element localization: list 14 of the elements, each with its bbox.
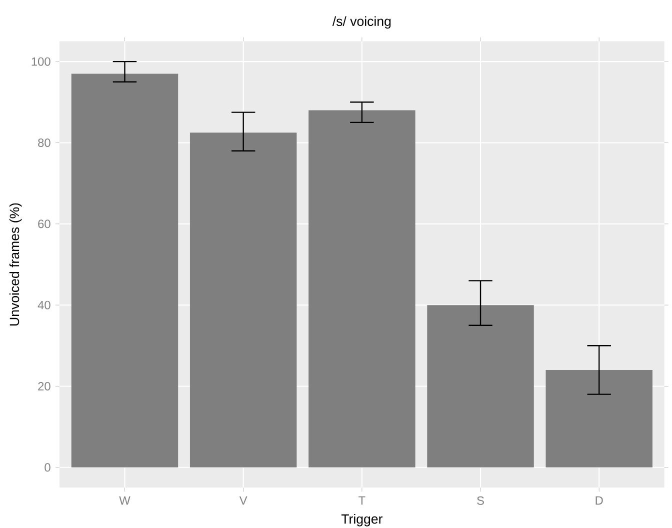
y-tick-label: 80: [38, 138, 50, 147]
chart-title: /s/ voicing: [332, 16, 391, 29]
x-tick-label: D: [596, 496, 603, 505]
y-axis-title: Unvoiced frames (%): [9, 203, 22, 326]
x-axis-title: Trigger: [341, 514, 382, 526]
x-tick-label: T: [358, 496, 366, 505]
x-tick-label: S: [477, 496, 484, 505]
y-tick-label: 20: [38, 382, 50, 390]
y-tick-label: 0: [44, 463, 50, 472]
y-tick-label: 40: [38, 300, 50, 310]
y-tick-label: 100: [32, 57, 50, 66]
x-tick-label: V: [239, 496, 248, 505]
x-tick-label: W: [119, 496, 130, 505]
y-tick-label: 60: [38, 220, 50, 228]
